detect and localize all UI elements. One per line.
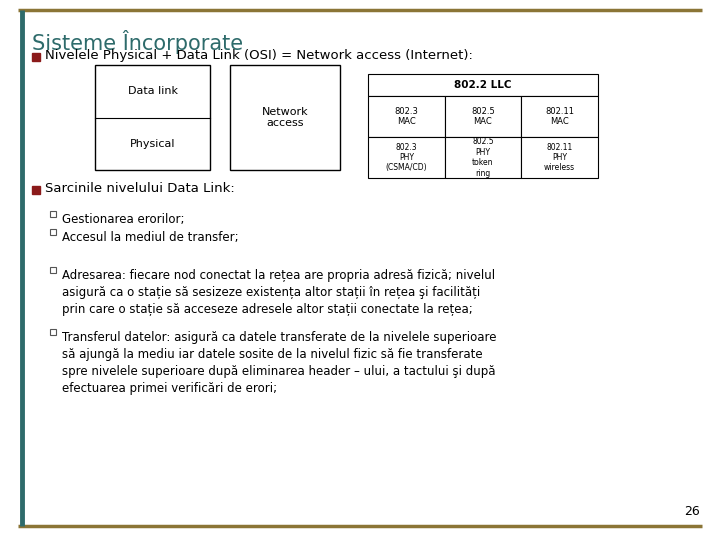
Text: 802.5
MAC: 802.5 MAC xyxy=(471,107,495,126)
Text: Gestionarea erorilor;: Gestionarea erorilor; xyxy=(62,213,184,226)
Text: 802.2 LLC: 802.2 LLC xyxy=(454,80,512,90)
Text: Nivelele Physical + Data Link (OSI) = Network access (Internet):: Nivelele Physical + Data Link (OSI) = Ne… xyxy=(45,50,473,63)
Bar xyxy=(445,137,521,178)
Bar xyxy=(368,137,445,178)
Text: Sisteme Încorporate: Sisteme Încorporate xyxy=(32,30,243,54)
Bar xyxy=(230,65,340,170)
Text: 802.5
PHY
token
ring: 802.5 PHY token ring xyxy=(472,137,494,178)
Text: Accesul la mediul de transfer;: Accesul la mediul de transfer; xyxy=(62,231,238,244)
Text: 802.3
PHY
(CSMA/CD): 802.3 PHY (CSMA/CD) xyxy=(385,143,427,172)
Text: Transferul datelor: asigură ca datele transferate de la nivelele superioare
să a: Transferul datelor: asigură ca datele tr… xyxy=(62,331,497,395)
Bar xyxy=(32,53,40,61)
Text: Data link: Data link xyxy=(127,86,178,96)
Text: 802.3
MAC: 802.3 MAC xyxy=(395,107,418,126)
Bar xyxy=(368,74,598,96)
Bar xyxy=(50,229,56,235)
Text: Sarcinile nivelului Data Link:: Sarcinile nivelului Data Link: xyxy=(45,183,235,195)
Text: Physical: Physical xyxy=(130,139,175,148)
Text: Network
access: Network access xyxy=(261,107,308,129)
Bar xyxy=(521,96,598,137)
Text: 26: 26 xyxy=(684,505,700,518)
Bar xyxy=(95,65,210,170)
Bar xyxy=(368,96,445,137)
Bar xyxy=(50,329,56,335)
Bar xyxy=(32,186,40,194)
Text: 802.11
MAC: 802.11 MAC xyxy=(545,107,574,126)
Bar xyxy=(445,96,521,137)
Text: Adresarea: fiecare nod conectat la rețea are propria adresă fizică; nivelul
asig: Adresarea: fiecare nod conectat la rețea… xyxy=(62,269,495,316)
Bar xyxy=(50,267,56,273)
Bar xyxy=(50,211,56,217)
Text: 802.11
PHY
wireless: 802.11 PHY wireless xyxy=(544,143,575,172)
Bar xyxy=(521,137,598,178)
